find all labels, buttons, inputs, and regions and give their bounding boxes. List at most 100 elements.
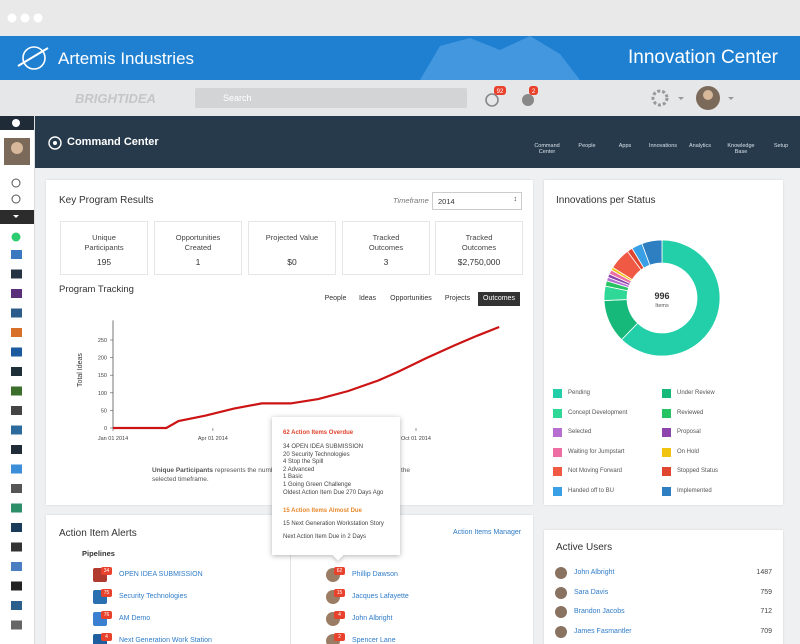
nav-title: Command Center [67,136,159,148]
action-link[interactable]: Jacques Lafayette [352,593,409,600]
action-link[interactable]: Spencer Lane [352,637,396,644]
legend-label: Under Review [677,390,715,396]
legend-swatch [553,467,562,476]
nav-item[interactable]: People [578,143,596,149]
count-badge: 34 [101,567,112,575]
sidebar-icon [11,328,22,337]
divider [290,548,291,644]
nav-item[interactable]: Apps [618,143,632,149]
sidebar-icon [11,503,22,513]
notification-icons[interactable]: 92 2 [480,84,540,112]
panel-title: Innovations per Status [556,195,656,206]
sidebar-icon [11,406,22,415]
sidebar-icon [11,445,22,454]
action-link[interactable]: Phillip Dawson [352,571,398,578]
search-box[interactable]: Search [195,88,467,108]
caption-bold: Unique Participants [152,467,214,474]
timeframe-select[interactable]: 2014 ↕ [432,192,522,210]
line-series [113,325,500,430]
user-tools[interactable] [648,86,748,112]
tab[interactable]: Opportunities [390,295,432,302]
popover-line: 20 Security Technologies [283,451,350,458]
action-link[interactable]: John Albright [352,615,393,622]
sidebar-icon [11,562,22,571]
search-placeholder: Search [223,93,252,103]
panel-title: Action Item Alerts [59,528,137,539]
legend-label: Waiting for Jumpstart [568,448,625,455]
header-art [17,36,580,80]
user-name[interactable]: Sara Davis [574,588,609,596]
user-count: 759 [760,588,772,596]
legend-swatch [553,408,562,418]
donut-chart: 996 Items [603,239,721,357]
sidebar-icon [11,620,22,630]
legend-label: Handed off to BU [568,487,614,494]
popover-line: 34 OPEN IDEA SUBMISSION [283,444,364,450]
sidebar-icon [11,601,22,610]
section-title: Innovation Center [628,47,778,68]
nav-item[interactable]: Setup [773,143,789,149]
active-users-panel [544,530,783,644]
badge: 92 [497,89,504,95]
browser-bar [0,0,800,36]
action-link[interactable]: OPEN IDEA SUBMISSION [119,571,203,578]
user-name[interactable]: James Fasmantler [574,627,632,635]
action-link[interactable]: Next Generation Work Station [119,637,212,644]
sidebar-icon [11,425,22,435]
tab[interactable]: Ideas [358,295,377,302]
nav-item[interactable]: Innovations [648,143,678,149]
brand: Artemis Industries [58,49,195,68]
legend-label: On Hold [677,448,700,455]
sidebar-icon [11,542,22,552]
user-name[interactable]: Brandon Jacobs [574,608,625,615]
action-link[interactable]: Security Technologies [119,593,187,600]
panel-title: Key Program Results [59,195,154,206]
legend-label: Pending [568,390,591,396]
sidebar-icon [11,386,22,396]
user-name[interactable]: John Albright [574,569,615,576]
kpi-card: Unique Participants 195 [60,221,148,275]
count-badge: 76 [101,611,112,619]
sidebar-icon [11,250,22,259]
tab[interactable]: Outcomes [478,292,520,306]
avatar [555,586,567,599]
sidebar-icon [11,464,22,474]
kpi-value: 1 [195,257,201,267]
user-count: 1487 [756,569,772,576]
donut-slice [641,239,663,266]
kpi-value: $2,750,000 [457,257,501,267]
donut-unit: Items [655,303,669,309]
chart-title: Program Tracking [59,284,134,295]
avatar [555,606,567,618]
count-badge: 4 [101,633,112,641]
popover-line: 1 Basic [283,474,303,480]
kpi-card: Projected Value $0 [248,221,336,275]
nav-item[interactable]: Command Center [534,143,560,155]
sidebar-icon [11,367,22,376]
user-count: 712 [760,608,772,615]
nav-item[interactable]: Analytics [688,143,711,149]
legend-swatch [662,467,671,476]
kpi-card: Tracked Outcomes 3 [342,221,430,275]
legend-label: Concept Development [568,409,628,416]
x-tick-label: Jan 01 2014 [98,436,128,442]
y-tick-label: 200 [98,356,107,362]
count-badge: 2 [334,633,345,641]
nav-item[interactable]: Knowledge Base [727,143,755,155]
badge: 2 [532,89,536,95]
popover-line: 15 Next Generation Workstation Story [283,521,384,527]
legend-swatch [662,389,671,398]
sidebar-icon [11,581,22,591]
donut-total: 996 [654,291,669,301]
tab[interactable]: Projects [444,295,471,302]
kpi-label: Opportunities Created [175,233,221,252]
legend-label: Reviewed [677,409,704,416]
action-items-link[interactable]: Action Items Manager [453,529,522,536]
popover-line: 4 Stop the Spill [283,459,324,465]
action-link[interactable]: AM Demo [119,615,151,622]
legend-swatch [553,389,562,398]
legend-swatch [553,428,562,437]
tab[interactable]: People [324,295,347,302]
kpi-card: Opportunities Created 1 [154,221,242,275]
